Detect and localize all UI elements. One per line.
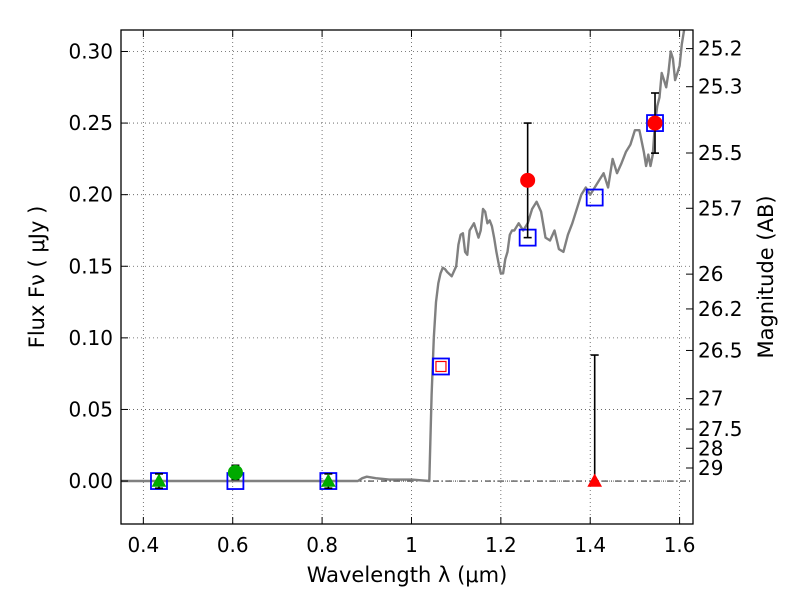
- x-tick-label: 1.4: [574, 533, 606, 557]
- x-tick-label: 0.8: [306, 533, 338, 557]
- magnitude-tick-label: 25.7: [698, 196, 743, 220]
- model-photometry-square: [585, 188, 604, 207]
- model-inner-square: [435, 360, 447, 373]
- y-tick-label: 0.10: [68, 326, 113, 350]
- model-photometry-square: [319, 472, 338, 490]
- tick-labels: 0.4 0.6 0.8 1 1.2 1.4 1.6 0.00 0.05 0.10 0.15 0.20 0…: [68, 37, 742, 557]
- magnitude-tick-label: 25.3: [698, 75, 743, 99]
- x-tick-label: 0.6: [217, 533, 249, 557]
- axis-ticks: [121, 30, 693, 524]
- observed-circle-point: [227, 464, 243, 480]
- x-tick-label: 1.6: [664, 533, 696, 557]
- model-photometry-square: [150, 472, 168, 490]
- observed-triangle-point: [587, 473, 603, 487]
- y-tick-label: 0.05: [68, 397, 113, 421]
- x-tick-label: 0.4: [127, 533, 159, 557]
- x-tick-label: 1: [405, 533, 418, 557]
- magnitude-tick-label: 29: [698, 456, 723, 480]
- magnitude-tick-label: 27.5: [698, 417, 743, 441]
- magnitude-tick-label: 28: [698, 436, 723, 460]
- magnitude-tick-label: 26.5: [698, 338, 743, 362]
- observed-triangle-point: [151, 473, 167, 487]
- magnitude-tick-label: 25.2: [698, 37, 743, 61]
- plot-frame: [120, 29, 694, 525]
- magnitude-tick-label: 27: [698, 387, 723, 411]
- y-tick-label: 0.15: [68, 254, 113, 278]
- observed-circle-point: [647, 115, 663, 131]
- observed-triangle-point: [321, 473, 336, 487]
- x-axis-label: Wavelength λ (μm): [307, 563, 508, 587]
- magnitude-tick-label: 26: [698, 262, 723, 286]
- y-tick-label: 0.25: [68, 111, 113, 135]
- y-tick-label: 0.20: [68, 183, 113, 207]
- y-axis-label: Flux Fν ( μJy ): [25, 206, 49, 349]
- magnitude-tick-label: 26.2: [698, 297, 743, 321]
- plot-area: [121, 30, 686, 490]
- plot-background: [121, 30, 693, 524]
- x-tick-label: 1.2: [485, 533, 517, 557]
- y2-axis-label: Magnitude (AB): [754, 195, 778, 358]
- y-tick-label: 0.00: [68, 469, 113, 493]
- magnitude-tick-label: 25.5: [698, 141, 743, 165]
- observed-circle-point: [520, 172, 536, 188]
- y-tick-label: 0.30: [68, 39, 113, 63]
- model-photometry-square: [432, 357, 450, 376]
